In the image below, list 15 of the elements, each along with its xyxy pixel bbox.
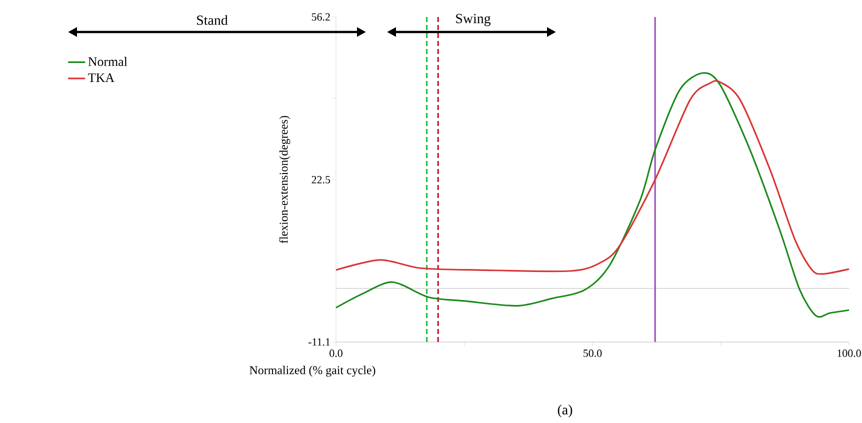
x-tick-label: 100.0 — [838, 350, 861, 357]
line-series — [335, 72, 850, 317]
y-tick-label: 56.2 — [312, 13, 330, 21]
x-tick-label: 0.0 — [330, 350, 342, 357]
annotation: Swing — [456, 14, 491, 26]
x-axis-title: Normalized (% gait cycle) — [250, 366, 376, 377]
text: (a) — [558, 404, 572, 418]
y-tick-label: 22.5 — [312, 176, 330, 184]
y-tick-label: -11.1 — [308, 338, 330, 346]
text: Stand — [197, 15, 228, 25]
legend-label: TKA — [88, 73, 114, 82]
y-axis-title: flexion-extension(degrees) — [279, 116, 290, 244]
x-tick-label: 50.0 — [584, 350, 602, 357]
legend-label: Normal — [88, 56, 128, 66]
line-series — [335, 80, 850, 275]
